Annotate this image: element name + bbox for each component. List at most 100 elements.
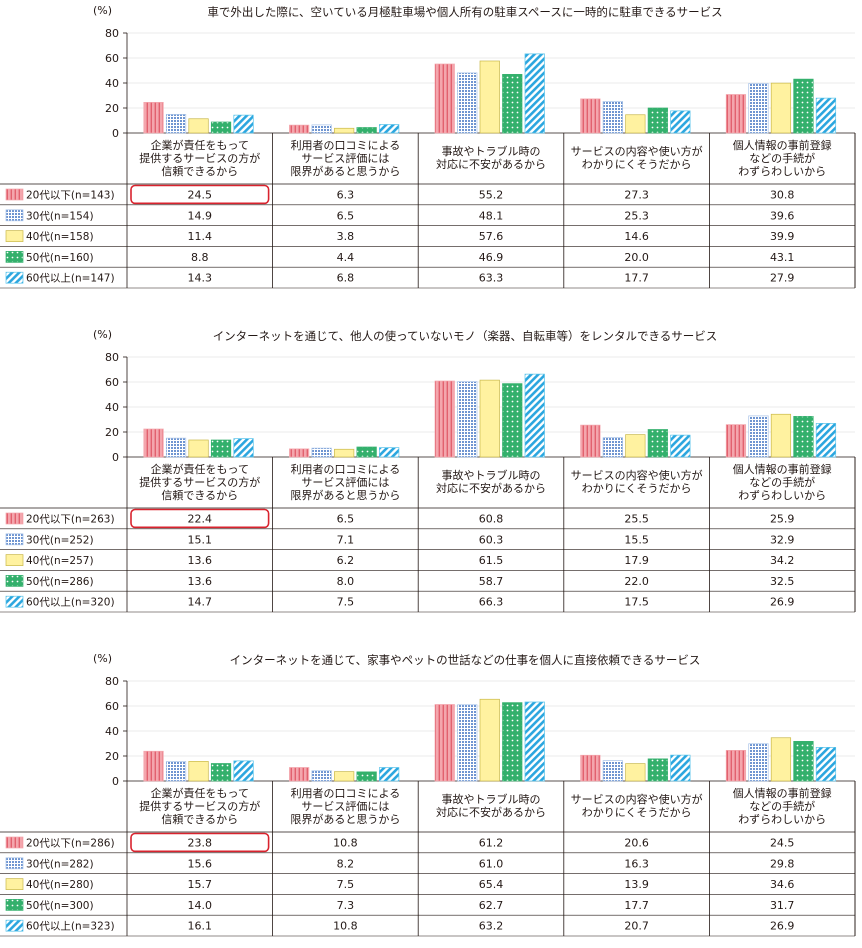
category-label: 企業が責任をもって xyxy=(151,786,249,800)
legend-label: 30代(n=282) xyxy=(26,858,94,870)
data-label: 17.9 xyxy=(624,554,649,567)
data-label: 8.8 xyxy=(191,251,209,264)
data-label: 26.9 xyxy=(770,920,795,933)
bar-2-4 xyxy=(602,760,623,782)
data-label: 39.9 xyxy=(770,230,795,243)
data-label: 15.6 xyxy=(188,857,213,870)
data-label: 17.5 xyxy=(624,596,649,609)
bar-2-3 xyxy=(457,72,478,134)
data-label: 15.7 xyxy=(188,878,213,891)
y-tick-label: 80 xyxy=(105,675,119,688)
bar-5-5 xyxy=(815,747,837,782)
data-label: 32.9 xyxy=(770,533,795,546)
bar-1-5 xyxy=(725,750,747,782)
bar-2-5 xyxy=(748,415,769,458)
data-label: 13.6 xyxy=(188,554,213,567)
chart-svg-1: (%) 車で外出した際に、空いている月極駐車場や個人所有の駐車スペースに一時的に駐… xyxy=(0,4,856,289)
category-label: 信頼できるから xyxy=(161,813,238,826)
bar-3-4 xyxy=(625,114,646,134)
bar-5-3 xyxy=(524,53,545,134)
category-label: わずらわしいから xyxy=(738,489,826,502)
category-label: わずらわしいから xyxy=(738,165,826,178)
data-label: 6.3 xyxy=(337,189,355,202)
data-label: 31.7 xyxy=(770,899,795,912)
bar-4-1 xyxy=(210,121,232,134)
legend-label: 40代(n=280) xyxy=(26,879,94,891)
bar-5-1 xyxy=(233,760,254,782)
chart-title: インターネットを通じて、他人の使っていないモノ（楽器、自転車等）をレンタルできる… xyxy=(213,329,718,343)
category-label: などの手続が xyxy=(749,799,815,813)
data-label: 10.8 xyxy=(333,920,358,933)
bar-1-3 xyxy=(434,704,455,782)
category-label: サービスの内容や使い方が xyxy=(571,144,703,158)
y-tick-label: 20 xyxy=(105,750,119,763)
data-label: 14.6 xyxy=(624,230,649,243)
bar-4-2 xyxy=(356,771,377,782)
bar-4-5 xyxy=(793,78,814,134)
data-label: 60.8 xyxy=(479,513,504,526)
legend-label: 20代以下(n=263) xyxy=(26,514,115,526)
bar-2-5 xyxy=(748,83,769,134)
highlight-box xyxy=(130,832,270,853)
data-label: 7.3 xyxy=(337,899,355,912)
category-label: 限界があると思うから xyxy=(290,812,400,826)
bar-5-4 xyxy=(670,434,691,458)
data-label: 61.2 xyxy=(479,837,504,850)
category-label: サービスの内容や使い方が xyxy=(571,792,703,806)
data-label: 24.5 xyxy=(188,189,213,202)
category-label: 限界があると思うから xyxy=(290,164,400,178)
legend-swatch-2 xyxy=(5,209,24,222)
bar-5-4 xyxy=(670,754,691,782)
bar-1-3 xyxy=(434,380,455,458)
bar-3-4 xyxy=(625,763,646,782)
category-label: サービス評価には xyxy=(301,799,389,813)
category-label: 提供するサービスの方が xyxy=(139,475,260,489)
data-label: 60.3 xyxy=(479,533,504,546)
data-label: 61.5 xyxy=(479,554,504,567)
bar-4-2 xyxy=(356,446,377,458)
category-label: 個人情報の事前登録 xyxy=(733,786,832,800)
data-label: 14.3 xyxy=(188,272,213,285)
data-label: 20.0 xyxy=(624,251,649,264)
data-label: 32.5 xyxy=(770,575,795,588)
bar-2-4 xyxy=(602,101,623,134)
data-label: 62.7 xyxy=(479,899,504,912)
bar-5-3 xyxy=(524,373,545,458)
y-tick-label: 40 xyxy=(105,77,119,90)
bar-4-1 xyxy=(210,439,232,458)
legend-label: 50代(n=286) xyxy=(26,576,94,588)
data-label: 39.6 xyxy=(770,209,795,222)
bar-1-2 xyxy=(289,767,310,782)
bar-3-3 xyxy=(479,698,500,782)
bar-3-3 xyxy=(479,60,500,134)
data-label: 6.5 xyxy=(337,513,355,526)
data-label: 34.2 xyxy=(770,554,795,567)
data-label: 25.5 xyxy=(624,513,649,526)
legend-swatch-5 xyxy=(5,595,24,608)
data-label: 27.3 xyxy=(624,189,649,202)
data-label: 4.4 xyxy=(337,251,355,264)
bar-4-4 xyxy=(647,758,668,782)
bar-1-5 xyxy=(725,94,747,134)
legend-swatch-4 xyxy=(5,575,24,587)
data-label: 20.6 xyxy=(624,837,649,850)
legend-swatch-1 xyxy=(5,188,24,201)
chart-title: インターネットを通じて、家事やペットの世話などの仕事を個人に直接依頼できるサービ… xyxy=(230,653,701,667)
category-label: 対応に不安があるから xyxy=(436,481,546,495)
unit-label: (%) xyxy=(93,328,112,341)
bar-1-3 xyxy=(434,63,455,134)
bar-4-4 xyxy=(647,107,668,134)
legend-swatch-1 xyxy=(5,836,24,849)
category-label: 対応に不安があるから xyxy=(436,805,546,819)
bar-3-3 xyxy=(479,379,500,458)
bar-1-2 xyxy=(289,124,310,134)
data-label: 27.9 xyxy=(770,272,795,285)
highlight-box xyxy=(130,508,270,529)
data-label: 29.8 xyxy=(770,857,795,870)
y-tick-label: 80 xyxy=(105,27,119,40)
bar-1-1 xyxy=(143,750,164,782)
data-label: 13.9 xyxy=(624,878,649,891)
data-label: 20.7 xyxy=(624,920,649,933)
unit-label: (%) xyxy=(93,652,112,665)
bar-2-2 xyxy=(311,770,332,782)
